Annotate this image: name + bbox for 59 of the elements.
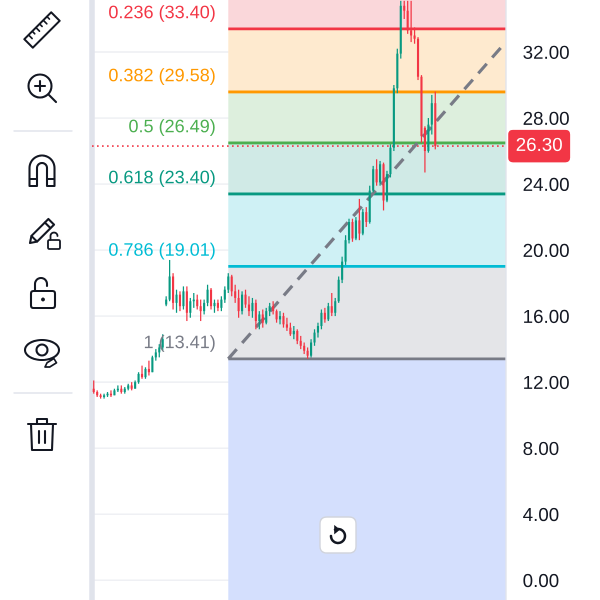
candlestick [330,292,333,317]
candlestick [282,312,285,328]
candlestick [358,198,360,241]
y-tick-label: 8.00 [523,442,558,456]
candlestick [351,218,354,242]
candlestick [265,307,268,325]
candlestick [186,286,188,322]
candlestick [376,158,378,186]
y-tick-label: 12.00 [524,376,569,390]
candlestick [200,298,202,322]
candlestick [365,206,368,228]
candlestick [92,380,95,394]
candlestick [348,218,350,244]
candlestick [320,308,322,330]
candlestick [327,302,330,322]
candlestick [324,307,326,324]
y-tick-label: 32.00 [523,46,569,59]
candlestick [244,289,247,308]
candlestick [292,325,295,340]
ref-line-label: 0.382 (29.58) [109,68,215,85]
candlestick [276,308,278,324]
candlestick [203,298,206,316]
ref-line-label: 0.618 (23.40) [109,170,215,187]
ref-line-label: 0.236 (33.40) [109,5,215,22]
candlestick [316,322,320,338]
candlestick [362,208,364,236]
candlestick [144,366,147,380]
candlestick [182,286,184,310]
candlestick [241,290,244,316]
candlestick [262,308,264,328]
candlestick [379,160,382,186]
candlestick [175,289,178,314]
candlestick [210,287,212,310]
candlestick [310,338,312,358]
y-tick-label: 24.00 [524,178,569,192]
candlestick [278,310,282,325]
y-tick-label: 4.00 [523,508,558,522]
y-tick-label: 28.00 [524,112,569,125]
candlestick [313,328,316,346]
candlestick [354,216,357,241]
ref-line-label: 26.30 [516,138,562,152]
candlestick [258,310,260,330]
candlestick [289,322,292,337]
candlestick [178,290,182,312]
ref-line-label: 0.786 (19.01) [109,242,215,260]
candlestick [216,298,219,312]
candlestick [189,297,192,318]
candlestick [251,297,254,318]
y-tick-label: 16.00 [524,310,569,324]
ref-line-label: 0.5 (26.49) [129,119,215,136]
y-tick-label: 20.00 [524,244,569,258]
candlestick [254,298,257,330]
candlestick [138,372,140,384]
candlestick [168,259,171,302]
y-tick-label: 0.00 [523,574,558,588]
candlestick [206,284,209,307]
candlestick [296,328,298,345]
candlestick [272,300,274,316]
candlestick [248,296,250,317]
